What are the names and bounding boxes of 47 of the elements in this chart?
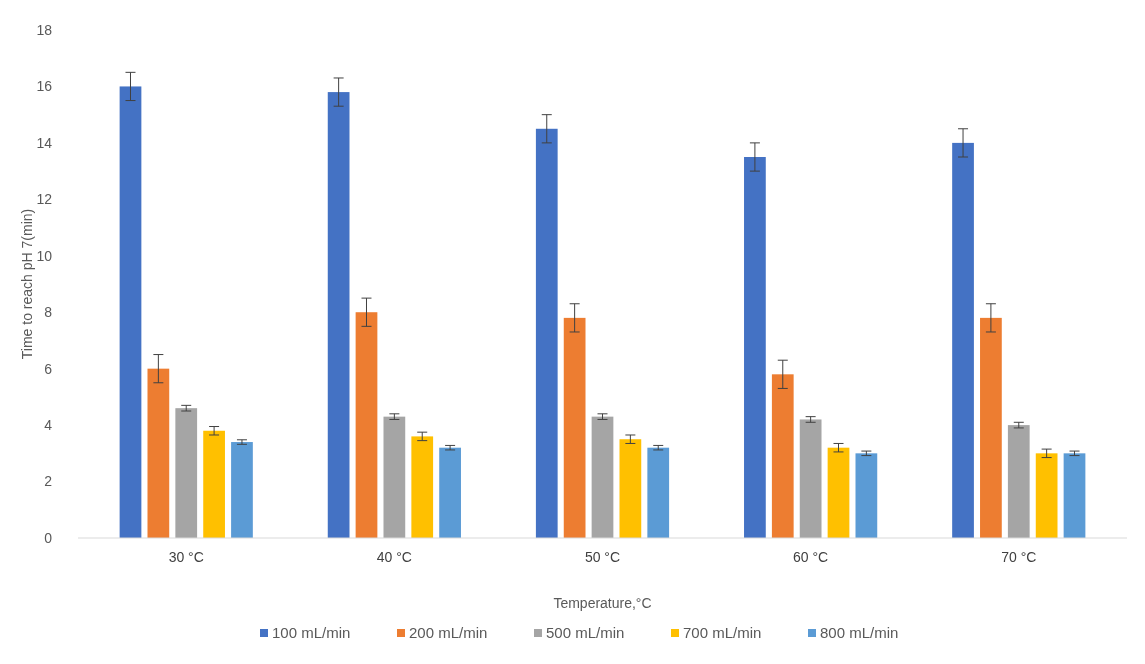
bar	[980, 317, 1002, 538]
y-tick-label: 8	[44, 304, 53, 321]
legend-label: 500 mL/min	[546, 624, 625, 641]
x-tick-label: 30 °C	[168, 549, 204, 565]
x-tick-label: 40 °C	[376, 549, 412, 565]
y-tick-label: 14	[36, 134, 53, 151]
x-tick-label: 50 °C	[584, 549, 621, 565]
y-tick-label: 16	[36, 78, 53, 95]
x-tick-label: 70 °C	[1001, 549, 1037, 565]
bar	[855, 453, 878, 538]
bar	[119, 86, 142, 538]
bar	[1007, 425, 1030, 538]
bar	[411, 436, 434, 538]
bar	[175, 408, 198, 538]
legend-label: 100 mL/min	[272, 624, 351, 641]
bar	[439, 447, 461, 538]
y-tick-label: 2	[44, 473, 53, 490]
legend-label: 700 mL/min	[683, 624, 762, 641]
bar	[1035, 453, 1058, 538]
bar	[231, 442, 253, 538]
bar	[355, 312, 378, 538]
bar	[327, 92, 350, 538]
bar	[619, 439, 642, 538]
bar	[952, 142, 974, 538]
x-tick-label: 60 °C	[793, 549, 829, 565]
legend-label: 200 mL/min	[409, 624, 488, 641]
bar	[203, 430, 225, 538]
bar	[827, 447, 850, 538]
bar	[744, 157, 766, 538]
y-axis-title: Time to reach pH 7(min)	[19, 208, 35, 360]
bar	[591, 416, 614, 538]
bar	[771, 374, 794, 538]
bar	[799, 419, 822, 538]
x-axis-title: Temperature,°C	[553, 595, 652, 611]
y-tick-label: 6	[44, 360, 53, 377]
y-tick-label: 10	[36, 247, 53, 264]
bar	[147, 368, 170, 538]
bar	[535, 128, 558, 538]
y-tick-label: 12	[36, 191, 53, 208]
y-tick-label: 18	[36, 21, 53, 38]
bar	[563, 317, 586, 538]
y-tick-label: 0	[44, 529, 53, 546]
y-tick-label: 4	[44, 417, 53, 434]
bar	[383, 416, 406, 538]
bar	[1063, 453, 1086, 538]
bar	[647, 447, 670, 538]
legend-label: 800 mL/min	[820, 624, 899, 641]
